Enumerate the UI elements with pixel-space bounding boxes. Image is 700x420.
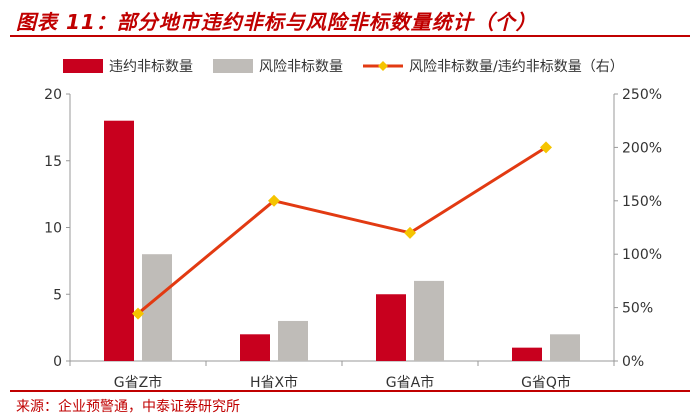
- right-axis-tick-label: 250%: [622, 87, 662, 103]
- title-divider: [10, 35, 690, 37]
- legend-label: 违约非标数量: [109, 59, 193, 75]
- ratio-marker: [132, 307, 144, 320]
- legend-swatch-ratio-marker: [378, 61, 388, 71]
- legend-swatch-default: [63, 59, 103, 73]
- left-axis-tick-label: 5: [53, 287, 62, 303]
- right-axis-tick-label: 200%: [622, 140, 662, 156]
- legend-swatch-risk: [213, 59, 253, 73]
- chart-title: 图表 11：部分地市违约非标与风险非标数量统计（个）: [16, 10, 537, 34]
- legend-label: 风险非标数量/违约非标数量（右）: [409, 59, 624, 75]
- default-count-bar: [104, 120, 134, 361]
- x-axis-category-label: G省Q市: [521, 374, 571, 391]
- risk-count-bar: [278, 320, 308, 361]
- ratio-line: [137, 146, 547, 315]
- ratio-marker: [268, 194, 280, 207]
- x-axis-category-label: G省Z市: [114, 374, 162, 391]
- default-count-bar: [376, 294, 406, 361]
- default-count-bar: [512, 347, 542, 361]
- left-axis-tick-label: 15: [44, 154, 62, 170]
- ratio-marker: [540, 141, 552, 154]
- left-axis-tick-label: 10: [44, 221, 62, 237]
- source-divider: [10, 390, 690, 392]
- ratio-marker: [404, 226, 416, 239]
- x-axis-category-label: H省X市: [250, 374, 298, 391]
- source-note: 来源：企业预警通，中泰证券研究所: [16, 399, 240, 415]
- legend-label: 风险非标数量: [259, 59, 343, 75]
- risk-count-bar: [550, 334, 580, 361]
- default-count-bar: [240, 334, 270, 361]
- left-axis-tick-label: 20: [44, 87, 62, 103]
- right-axis-tick-label: 50%: [622, 301, 653, 317]
- x-axis-category-label: G省A市: [386, 374, 434, 391]
- right-axis-tick-label: 100%: [622, 247, 662, 263]
- left-axis-tick-label: 0: [53, 354, 62, 370]
- right-axis-tick-label: 150%: [622, 194, 662, 210]
- right-axis-tick-label: 0%: [622, 354, 644, 370]
- risk-count-bar: [414, 280, 444, 361]
